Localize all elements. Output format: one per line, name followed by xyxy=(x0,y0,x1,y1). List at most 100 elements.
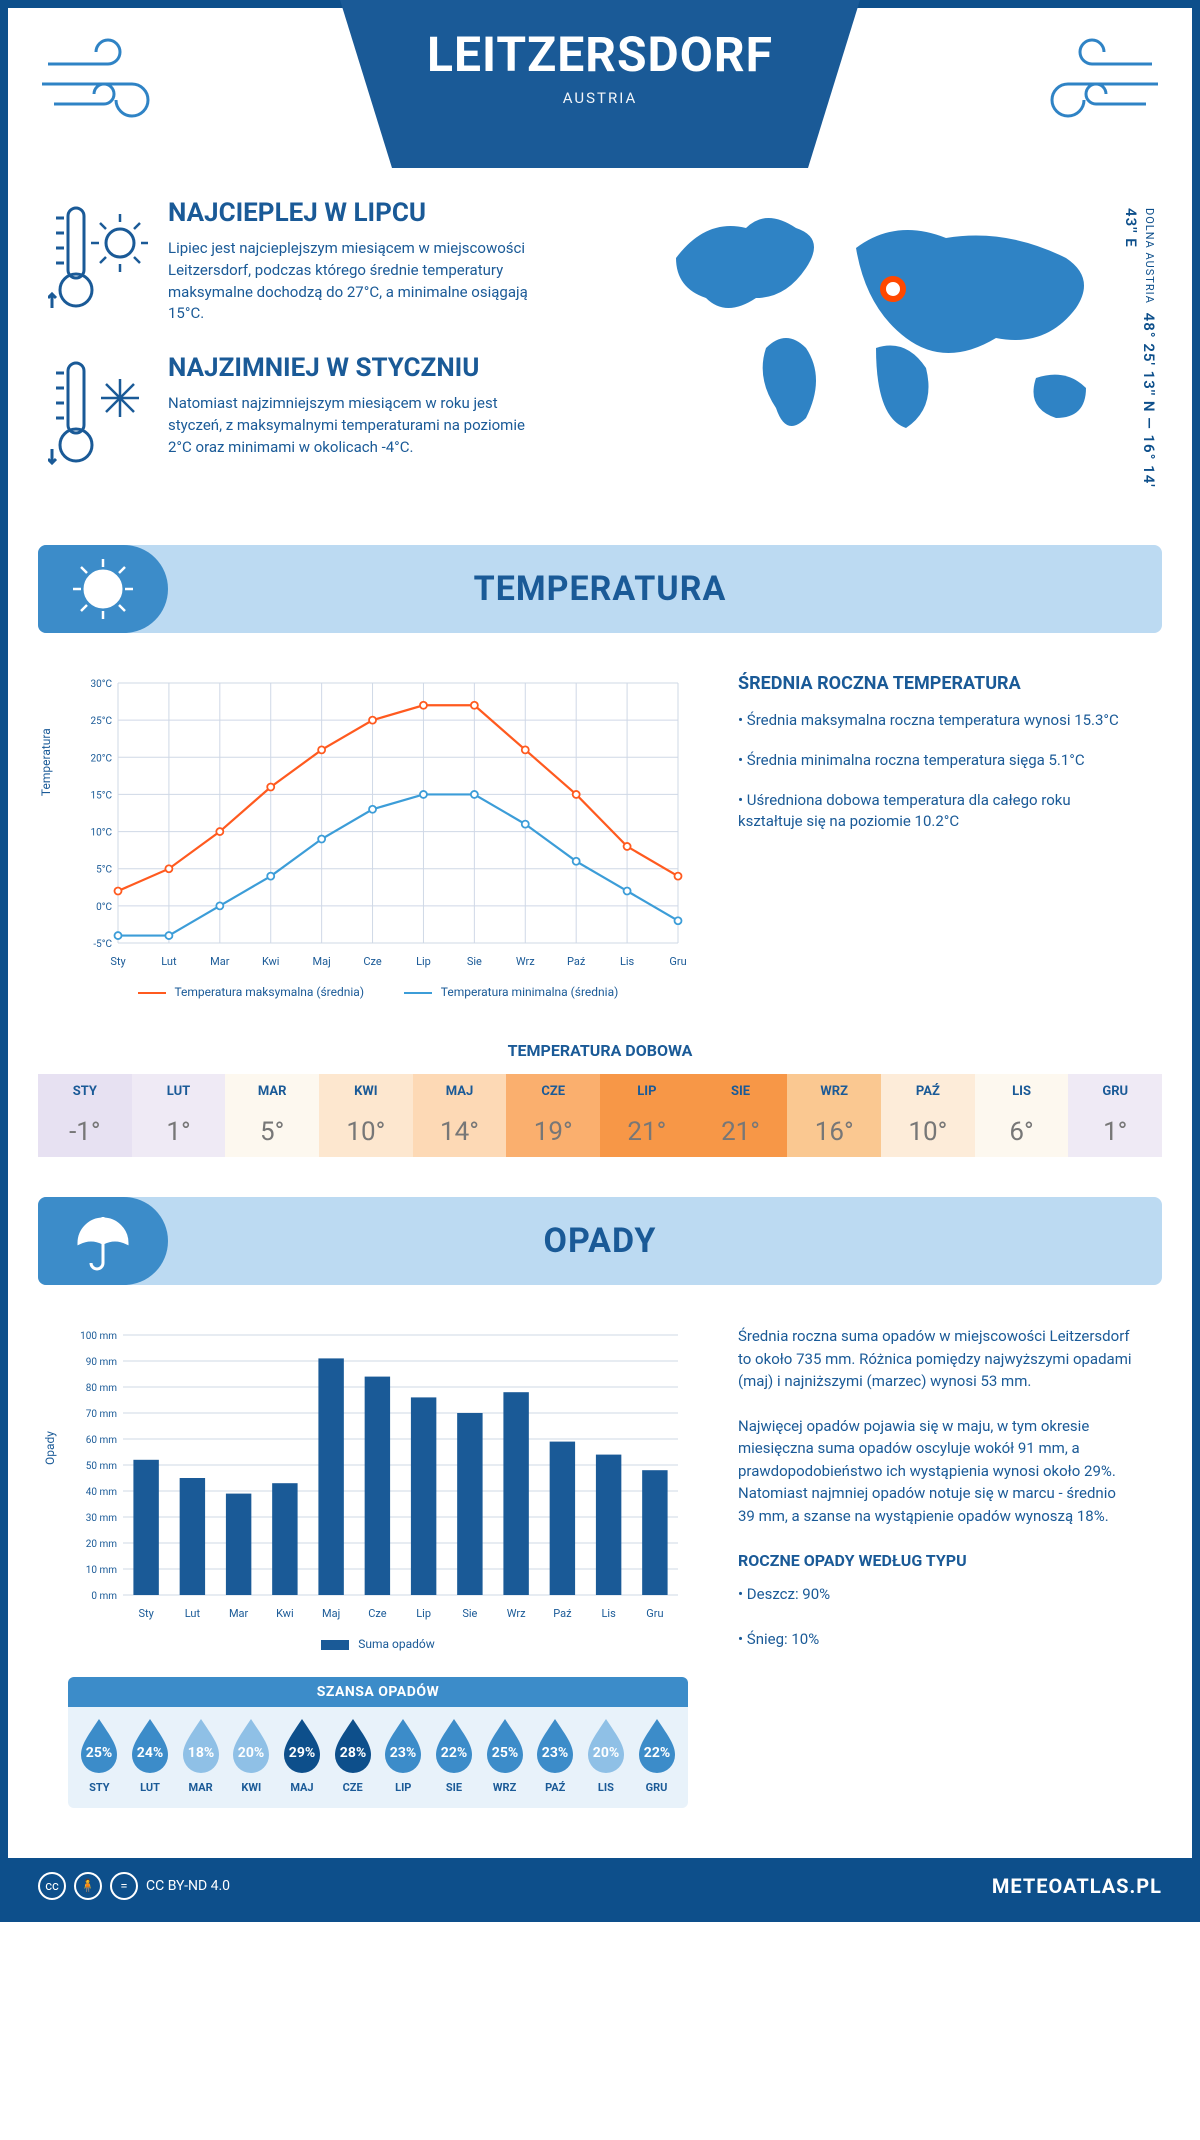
svg-text:10 mm: 10 mm xyxy=(86,1565,117,1576)
daily-cell: MAJ14° xyxy=(413,1074,507,1157)
thermometer-cold-icon xyxy=(48,353,148,477)
daily-cell: SIE21° xyxy=(694,1074,788,1157)
daily-cell: WRZ16° xyxy=(787,1074,881,1157)
chance-drop: 23% PAŹ xyxy=(533,1717,577,1794)
svg-text:Mar: Mar xyxy=(210,955,230,968)
chance-drop: 24% LUT xyxy=(128,1717,172,1794)
svg-text:Sty: Sty xyxy=(110,955,126,968)
svg-text:Maj: Maj xyxy=(313,955,331,968)
svg-text:Lis: Lis xyxy=(620,955,635,968)
svg-text:5°C: 5°C xyxy=(96,865,112,876)
svg-text:23%: 23% xyxy=(390,1745,416,1761)
country-name: AUSTRIA xyxy=(380,89,820,107)
chance-drop: 20% LIS xyxy=(584,1717,628,1794)
svg-text:Wrz: Wrz xyxy=(507,1607,526,1620)
svg-text:Kwi: Kwi xyxy=(262,955,280,968)
daily-cell: LUT1° xyxy=(132,1074,226,1157)
svg-text:60 mm: 60 mm xyxy=(86,1435,117,1446)
umbrella-icon xyxy=(38,1197,168,1285)
svg-text:Sie: Sie xyxy=(467,955,482,968)
legend-max: Temperatura maksymalna (średnia) xyxy=(138,985,364,999)
svg-text:25°C: 25°C xyxy=(91,716,113,727)
location-marker xyxy=(880,276,906,302)
svg-text:Lis: Lis xyxy=(601,1607,616,1620)
daily-cell: GRU1° xyxy=(1068,1074,1162,1157)
chance-drop: 22% GRU xyxy=(635,1717,679,1794)
chance-drop: 23% LIP xyxy=(381,1717,425,1794)
chance-drop: 22% SIE xyxy=(432,1717,476,1794)
svg-text:Gru: Gru xyxy=(669,955,686,968)
svg-text:25%: 25% xyxy=(86,1745,112,1761)
svg-text:Kwi: Kwi xyxy=(276,1607,294,1620)
daily-cell: PAŹ10° xyxy=(881,1074,975,1157)
license: cc 🧍 = CC BY-ND 4.0 xyxy=(38,1872,230,1900)
title-ribbon: LEITZERSDORF AUSTRIA xyxy=(340,0,860,168)
svg-text:30 mm: 30 mm xyxy=(86,1513,117,1524)
svg-text:40 mm: 40 mm xyxy=(86,1487,117,1498)
temperature-line-chart: Temperatura -5°C0°C5°C10°C15°C20°C25°C30… xyxy=(68,673,688,999)
temperature-stats: ŚREDNIA ROCZNA TEMPERATURA • Średnia mak… xyxy=(738,673,1132,999)
svg-text:100 mm: 100 mm xyxy=(80,1331,117,1342)
chance-drop: 20% KWI xyxy=(229,1717,273,1794)
svg-text:Cze: Cze xyxy=(368,1607,387,1620)
warmest-text: Lipiec jest najcieplejszym miesiącem w m… xyxy=(168,238,528,325)
svg-text:Gru: Gru xyxy=(646,1607,663,1620)
svg-text:20 mm: 20 mm xyxy=(86,1539,117,1550)
legend-precipitation: Suma opadów xyxy=(321,1637,435,1651)
daily-cell: CZE19° xyxy=(506,1074,600,1157)
cc-icon: cc xyxy=(38,1872,66,1900)
coldest-title: NAJZIMNIEJ W STYCZNIU xyxy=(168,353,528,383)
coldest-block: NAJZIMNIEJ W STYCZNIU Natomiast najzimni… xyxy=(48,353,580,477)
precipitation-chance-box: SZANSA OPADÓW 25% STY 24% LUT 18% MAR 20… xyxy=(68,1677,688,1808)
temperature-banner: TEMPERATURA xyxy=(38,545,1162,633)
svg-text:Mar: Mar xyxy=(229,1607,249,1620)
svg-text:Sie: Sie xyxy=(462,1607,477,1620)
svg-text:Lip: Lip xyxy=(416,955,431,968)
chance-drop: 28% CZE xyxy=(331,1717,375,1794)
by-icon: 🧍 xyxy=(74,1872,102,1900)
chance-drop: 29% MAJ xyxy=(280,1717,324,1794)
world-map: DOLNA AUSTRIA 48° 25' 13'' N — 16° 14' 4… xyxy=(620,198,1152,505)
brand: METEOATLAS.PL xyxy=(992,1874,1162,1898)
svg-text:90 mm: 90 mm xyxy=(86,1357,117,1368)
daily-cell: KWI10° xyxy=(319,1074,413,1157)
coldest-text: Natomiast najzimniejszym miesiącem w rok… xyxy=(168,393,528,458)
svg-text:20%: 20% xyxy=(238,1745,264,1761)
svg-text:Paź: Paź xyxy=(553,1607,572,1620)
thermometer-hot-icon xyxy=(48,198,148,325)
svg-text:29%: 29% xyxy=(289,1745,315,1761)
svg-text:0°C: 0°C xyxy=(96,902,112,913)
nd-icon: = xyxy=(110,1872,138,1900)
svg-text:Paź: Paź xyxy=(567,955,586,968)
svg-text:0 mm: 0 mm xyxy=(91,1591,117,1602)
svg-text:Cze: Cze xyxy=(363,955,382,968)
svg-text:24%: 24% xyxy=(137,1745,163,1761)
svg-text:22%: 22% xyxy=(441,1745,467,1761)
svg-text:Sty: Sty xyxy=(138,1607,154,1620)
daily-cell: MAR5° xyxy=(225,1074,319,1157)
svg-text:Lip: Lip xyxy=(416,1607,431,1620)
warmest-block: NAJCIEPLEJ W LIPCU Lipiec jest najcieple… xyxy=(48,198,580,325)
warmest-title: NAJCIEPLEJ W LIPCU xyxy=(168,198,528,228)
wind-icon xyxy=(38,34,178,134)
precipitation-bar-chart: Opady 0 mm10 mm20 mm30 mm40 mm50 mm60 mm… xyxy=(68,1325,688,1625)
svg-text:28%: 28% xyxy=(339,1745,365,1761)
svg-text:Lut: Lut xyxy=(185,1607,201,1620)
sun-icon xyxy=(38,545,168,633)
svg-text:Maj: Maj xyxy=(322,1607,340,1620)
svg-text:20%: 20% xyxy=(593,1745,619,1761)
city-name: LEITZERSDORF xyxy=(380,26,820,83)
svg-text:70 mm: 70 mm xyxy=(86,1409,117,1420)
svg-text:80 mm: 80 mm xyxy=(86,1383,117,1394)
intro-row: NAJCIEPLEJ W LIPCU Lipiec jest najcieple… xyxy=(8,168,1192,545)
daily-cell: STY-1° xyxy=(38,1074,132,1157)
svg-text:30°C: 30°C xyxy=(91,679,113,690)
svg-text:-5°C: -5°C xyxy=(93,939,112,950)
precipitation-stats: Średnia roczna suma opadów w miejscowośc… xyxy=(738,1325,1132,1808)
precipitation-title: OPADY xyxy=(544,1221,657,1261)
svg-text:15°C: 15°C xyxy=(91,790,113,801)
footer: cc 🧍 = CC BY-ND 4.0 METEOATLAS.PL xyxy=(8,1858,1192,1914)
temperature-title: TEMPERATURA xyxy=(474,569,727,609)
chance-drop: 18% MAR xyxy=(179,1717,223,1794)
svg-text:23%: 23% xyxy=(542,1745,568,1761)
